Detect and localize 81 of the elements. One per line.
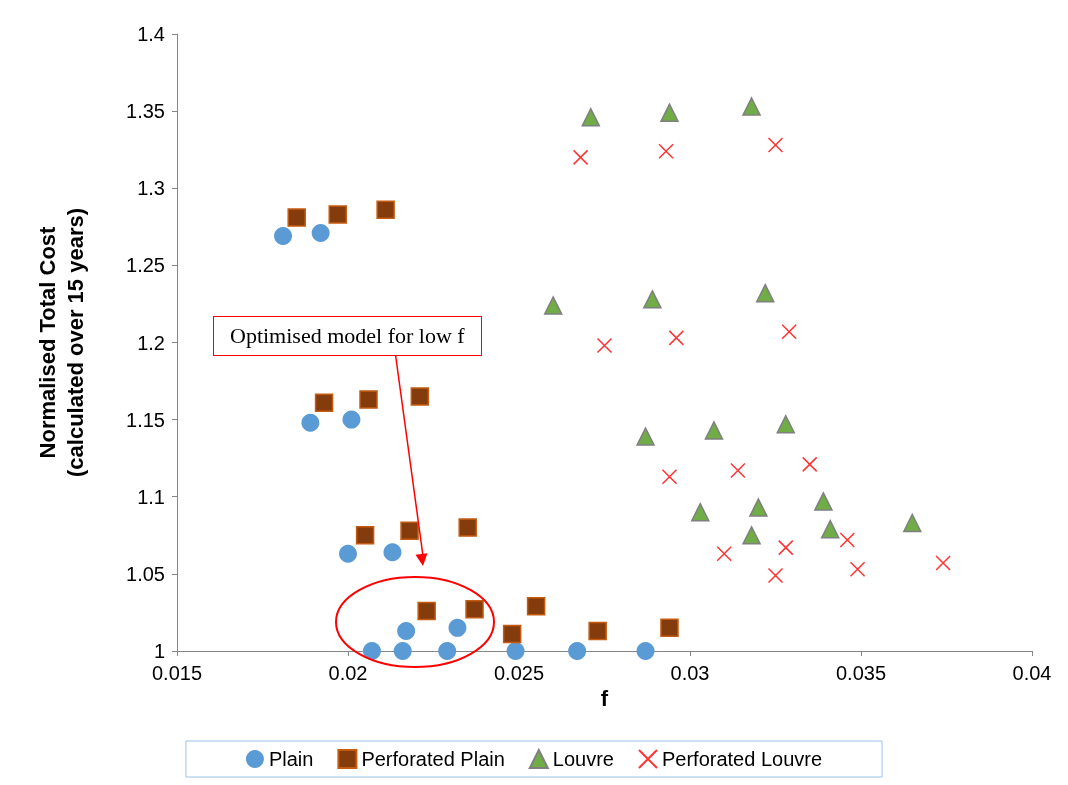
x-axis-title: f: [600, 686, 609, 712]
y-tick-label: 1.1: [137, 485, 165, 508]
y-tick-label: 1.3: [137, 177, 165, 200]
point: [572, 149, 589, 166]
x-tick-label: 0.02: [328, 662, 368, 684]
point: [704, 421, 724, 440]
point: [314, 393, 334, 412]
y-tick-label: 1.25: [126, 254, 165, 277]
point: [776, 415, 796, 434]
point: [465, 600, 484, 619]
point: [658, 143, 674, 159]
point: [448, 618, 467, 637]
legend-label: Louvre: [552, 748, 614, 770]
x-tick-label: 0.025: [493, 662, 545, 684]
legend-label: Perforated Plain: [361, 748, 505, 770]
point: [801, 456, 818, 473]
point: [311, 223, 330, 242]
point: [397, 621, 416, 640]
point: [839, 532, 856, 548]
point: [661, 468, 678, 485]
point: [636, 642, 655, 660]
point: [543, 296, 563, 315]
point: [730, 462, 746, 479]
annotation: Optimised model for low f: [213, 316, 482, 356]
point: [767, 137, 784, 153]
point: [383, 543, 402, 562]
y-tick-label: 1.35: [126, 100, 165, 123]
point: [287, 208, 306, 227]
y-tick-label: 1.15: [126, 408, 165, 431]
point: [849, 561, 866, 577]
point: [749, 498, 768, 517]
point: [458, 518, 477, 537]
point: [502, 624, 522, 644]
point: [691, 502, 710, 522]
point: [903, 513, 922, 533]
x-tick-label: 0.015: [151, 662, 203, 684]
point: [410, 387, 430, 406]
point: [581, 108, 601, 127]
x-tick-label: 0.04: [1012, 662, 1052, 684]
y-tick-label: 1.05: [126, 562, 165, 585]
legend-label: Plain: [268, 748, 314, 770]
y-tick-label: 1: [153, 640, 165, 662]
point: [339, 544, 357, 563]
point: [568, 642, 587, 660]
point: [742, 526, 761, 545]
point: [342, 410, 361, 429]
point: [778, 539, 794, 556]
x-tick-label: 0.03: [670, 662, 710, 684]
point: [781, 323, 797, 340]
y-tick-label: 1.4: [137, 23, 165, 45]
point: [526, 597, 546, 616]
point: [668, 330, 685, 346]
point: [438, 642, 457, 660]
point: [820, 519, 840, 539]
point: [393, 642, 412, 660]
point: [359, 390, 378, 409]
point: [643, 290, 662, 309]
point: [716, 546, 732, 562]
point: [328, 205, 347, 224]
point: [755, 283, 775, 303]
point: [660, 618, 679, 638]
point: [400, 521, 419, 540]
point: [417, 601, 436, 621]
point: [596, 337, 613, 354]
point: [935, 555, 951, 571]
y-axis-title: Normalised Total Cost (calculated over 15 years): [34, 207, 88, 478]
point: [742, 97, 761, 116]
point: [376, 200, 395, 220]
point: [355, 526, 375, 545]
legend-label: Perforated Louvre: [661, 748, 823, 770]
point: [274, 227, 293, 246]
point: [506, 642, 525, 660]
point: [636, 427, 655, 446]
point: [362, 642, 381, 660]
y-tick-label: 1.2: [137, 331, 165, 354]
point: [767, 567, 784, 584]
point: [814, 492, 833, 511]
point: [588, 621, 607, 641]
point: [660, 103, 679, 122]
point: [301, 413, 320, 432]
x-tick-label: 0.035: [835, 662, 887, 684]
